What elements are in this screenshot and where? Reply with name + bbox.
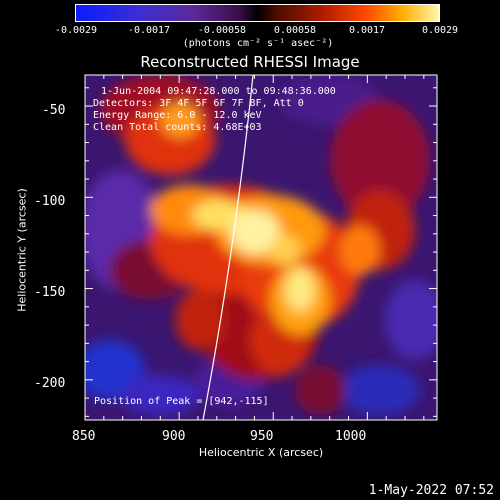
annotation-clean-total-counts: Clean Total counts: 4.68E+03 <box>93 122 262 133</box>
x-tick-label: 950 <box>250 429 274 444</box>
colorbar-tick-label: 0.0029 <box>421 25 459 36</box>
x-tick-label: 1000 <box>335 429 367 444</box>
colorbar <box>75 4 440 22</box>
annotation-detectors: Detectors: 3F 4F 5F 6F 7F 8F, Att 0 <box>93 98 304 109</box>
colorbar-tick-label: -0.0017 <box>127 25 171 36</box>
x-axis-label: Heliocentric X (arcsec) <box>198 446 324 459</box>
y-tick-label: -200 <box>34 376 66 391</box>
colorbar-units: (photons cm⁻² s⁻¹ asec⁻²) <box>182 38 334 49</box>
y-axis-label: Heliocentric Y (arcsec) <box>15 188 29 312</box>
axis-ticks <box>84 75 437 420</box>
x-tick-label: 850 <box>72 429 96 444</box>
colorbar-tick-label: 0.0017 <box>348 25 386 36</box>
y-tick-label: -50 <box>42 103 66 118</box>
colorbar-tick-label: -0.0029 <box>54 25 98 36</box>
plot-frame <box>84 74 438 421</box>
colorbar-tick-label: 0.00058 <box>273 25 317 36</box>
y-tick-label: -150 <box>34 285 66 300</box>
timestamp: 1-May-2022 07:52 <box>368 483 494 498</box>
annotation-energy-range: Energy Range: 6.0 - 12.0 keV <box>93 110 262 121</box>
annotation-time-range: 1-Jun-2004 09:47:28.000 to 09:48:36.000 <box>101 86 336 97</box>
x-tick-label: 900 <box>162 429 186 444</box>
heatmap-image <box>85 75 437 420</box>
annotation-peak-position: Position of Peak = [942,-115] <box>94 396 269 407</box>
solar-limb-line <box>202 74 254 421</box>
chart-title: Reconstructed RHESSI Image <box>140 53 360 71</box>
y-tick-label: -100 <box>34 194 66 209</box>
colorbar-tick-label: -0.00058 <box>197 25 247 36</box>
